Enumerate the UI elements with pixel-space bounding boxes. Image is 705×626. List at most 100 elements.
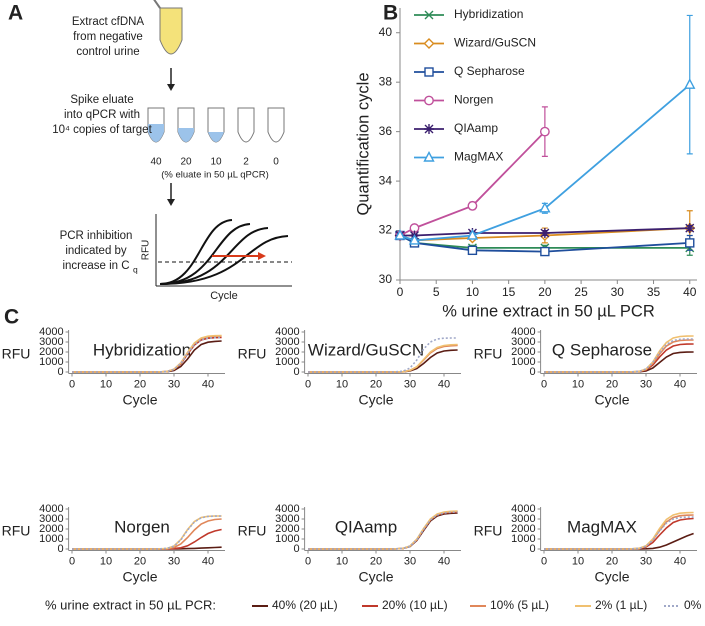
- x-tick-label: 0: [397, 285, 404, 299]
- y-tick-label: 0: [529, 366, 535, 378]
- y-tick-label: 0: [529, 543, 535, 555]
- y-tick-label: 1000: [275, 356, 299, 368]
- x-tick-label: 30: [404, 378, 416, 390]
- x-axis-title: % urine extract in 50 µL PCR: [442, 302, 655, 320]
- y-axis-title: RFU: [238, 523, 267, 539]
- marker: [423, 38, 435, 49]
- marker-shape: [539, 126, 550, 137]
- marker: [424, 67, 434, 77]
- x-tick-label: 40: [438, 555, 450, 567]
- x-tick-label: 40: [438, 378, 450, 390]
- y-tick-label: 0: [57, 366, 63, 378]
- tube-label: 0: [273, 157, 279, 168]
- y-tick-label: 4000: [39, 326, 63, 338]
- y-tick-label: 0: [293, 543, 299, 555]
- marker: [539, 228, 550, 239]
- series-line: [72, 515, 222, 550]
- marker: [466, 228, 479, 240]
- x-tick-label: 0: [305, 555, 311, 567]
- y-axis-title: RFU: [474, 523, 503, 539]
- x-tick-label: 10: [336, 555, 348, 567]
- y-tick-label: 1000: [511, 533, 535, 545]
- marker: [685, 238, 695, 248]
- step-text: into qPCR with: [64, 109, 140, 121]
- x-tick-label: 15: [502, 285, 516, 299]
- tube-fill: [208, 132, 224, 142]
- tube-label: 20: [180, 157, 192, 168]
- y-axis-title: RFU: [2, 346, 31, 362]
- tube-fill: [178, 128, 194, 142]
- x-tick-label: 40: [674, 378, 686, 390]
- x-axis-title: Cycle: [122, 392, 157, 408]
- y-tick-label: 2000: [511, 346, 535, 358]
- y-tick-label: 32: [379, 223, 393, 237]
- marker: [539, 126, 550, 137]
- x-tick-label: 30: [168, 555, 180, 567]
- y-tick-label: 4000: [511, 503, 535, 515]
- y-tick-label: 3000: [275, 513, 299, 525]
- inset-xlabel: Cycle: [210, 290, 238, 302]
- marker-shape: [394, 228, 406, 240]
- series-line: [544, 338, 694, 373]
- legend-label: MagMAX: [454, 150, 503, 164]
- inset-curve: [159, 223, 251, 285]
- tube: [237, 107, 255, 143]
- marker-shape: [466, 228, 479, 240]
- tube: [159, 7, 183, 55]
- x-axis-title: Cycle: [358, 392, 393, 408]
- step-text: 10⁴ copies of target: [52, 124, 152, 136]
- y-tick-label: 2000: [275, 346, 299, 358]
- marker: [539, 201, 551, 213]
- series-line: [308, 511, 458, 550]
- legend-label: 40% (20 µL): [272, 598, 338, 612]
- x-axis-title: Cycle: [594, 392, 629, 408]
- x-tick-label: 0: [69, 555, 75, 567]
- x-tick-label: 20: [538, 285, 552, 299]
- y-tick-label: 36: [379, 124, 393, 138]
- y-tick-label: 3000: [511, 336, 535, 348]
- step-text: Extract cfDNA: [72, 16, 145, 28]
- y-tick-label: 3000: [39, 513, 63, 525]
- legend-label: 2% (1 µL): [595, 598, 647, 612]
- marker: [423, 151, 435, 162]
- marker-shape: [424, 95, 434, 106]
- x-tick-label: 20: [370, 378, 382, 390]
- arrowhead: [167, 84, 175, 91]
- step-text: from negative: [73, 31, 143, 43]
- x-tick-label: 30: [404, 555, 416, 567]
- x-tick-label: 0: [305, 378, 311, 390]
- marker-shape: [467, 200, 478, 211]
- x-axis-title: Cycle: [358, 569, 393, 585]
- x-tick-label: 10: [100, 555, 112, 567]
- step-subscript: q: [133, 264, 138, 274]
- series-line: [72, 336, 222, 373]
- panel-title: Hybridization: [93, 340, 191, 359]
- step-text: indicated by: [65, 245, 127, 257]
- inset-curve: [159, 219, 233, 285]
- panel-title: QIAamp: [335, 517, 397, 536]
- x-tick-label: 30: [168, 378, 180, 390]
- step-text: Spike eluate: [70, 94, 133, 106]
- series-line: [308, 337, 458, 373]
- x-tick-label: 5: [433, 285, 440, 299]
- x-tick-label: 20: [606, 555, 618, 567]
- tube-caption: (% eluate in 50 µL qPCR): [161, 170, 269, 181]
- y-tick-label: 3000: [511, 513, 535, 525]
- y-tick-label: 3000: [39, 336, 63, 348]
- marker: [424, 95, 434, 106]
- x-axis-title: Cycle: [594, 569, 629, 585]
- tubes: [147, 107, 285, 143]
- x-tick-label: 10: [336, 378, 348, 390]
- marker: [684, 78, 696, 89]
- x-tick-label: 10: [466, 285, 480, 299]
- x-tick-label: 30: [640, 555, 652, 567]
- marker: [467, 200, 478, 211]
- x-tick-label: 40: [202, 555, 214, 567]
- step-text: control urine: [76, 46, 139, 58]
- series-line: [399, 130, 546, 237]
- x-tick-label: 20: [370, 555, 382, 567]
- tube-fill: [148, 124, 164, 142]
- marker-shape: [540, 246, 550, 257]
- x-tick-label: 20: [606, 378, 618, 390]
